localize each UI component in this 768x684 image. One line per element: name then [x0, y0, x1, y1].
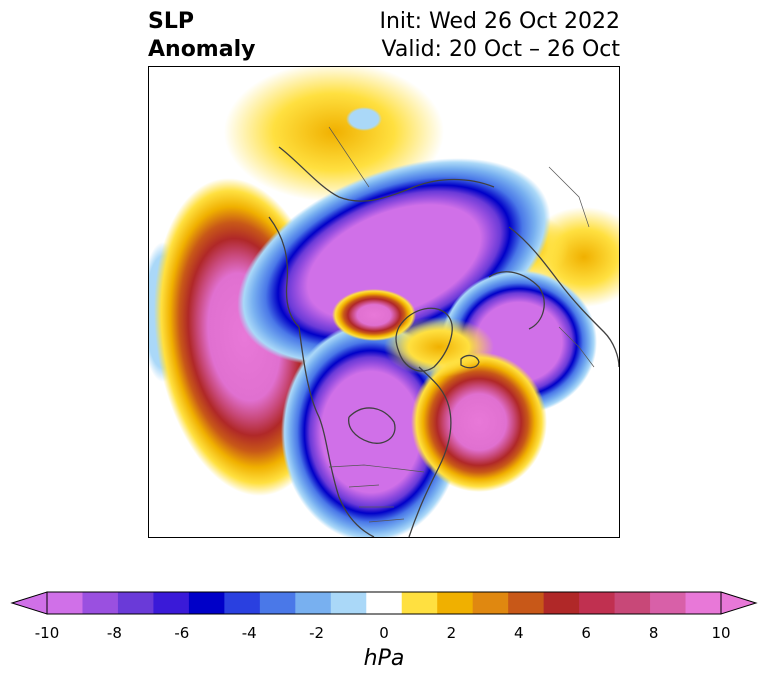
colorbar-tick-label: -8 — [106, 624, 122, 642]
colorbar-segment — [117, 592, 154, 614]
colorbar-tick-label: 8 — [648, 624, 659, 642]
slp-anomaly-map — [148, 66, 620, 538]
colorbar-segment — [579, 592, 616, 614]
colorbar-outline — [46, 591, 722, 615]
colorbar-tick-label: 10 — [711, 624, 731, 642]
low-north-america — [281, 322, 461, 537]
map-title-left: SLP Anomaly — [148, 8, 255, 64]
border-us-states — [348, 484, 405, 523]
border-us-canada — [328, 464, 425, 473]
coast-europe — [508, 226, 619, 368]
colorbar-extend-low — [10, 591, 48, 615]
colorbar-segment — [330, 592, 367, 614]
coast-iceland — [460, 354, 480, 369]
colorbar-segment — [366, 592, 403, 614]
colorbar-tick-label: -4 — [241, 624, 257, 642]
coast-scandinavia — [488, 271, 545, 330]
map-title-right: Init: Wed 26 Oct 2022 Valid: 20 Oct – 26… — [379, 8, 620, 64]
colorbar-tick-label: -2 — [309, 624, 325, 642]
title-init: Init: Wed 26 Oct 2022 — [379, 9, 620, 34]
title-valid: Valid: 20 Oct – 26 Oct — [381, 37, 620, 62]
colorbar-segments — [47, 592, 722, 614]
colorbar-tick-label: 6 — [581, 624, 591, 642]
colorbar-segment — [650, 592, 687, 614]
colorbar-segment — [508, 592, 545, 614]
high-north-atlantic — [411, 352, 547, 492]
title-anomaly: Anomaly — [148, 37, 256, 62]
colorbar-extend-high — [720, 591, 758, 615]
coast-north-america-east — [408, 366, 452, 537]
border-europe-2 — [558, 326, 595, 368]
colorbar-segment — [295, 592, 332, 614]
colorbar-segment — [472, 592, 509, 614]
coast-alaska — [268, 216, 300, 328]
border-russia-east — [328, 126, 370, 188]
colorbar-segment — [401, 592, 438, 614]
colorbar-segment — [224, 592, 261, 614]
coast-greenland — [395, 307, 453, 372]
coast-hudson-bay — [348, 407, 396, 444]
colorbar-segment — [437, 592, 474, 614]
colorbar-segment — [685, 592, 722, 614]
colorbar-tick-labels: -10 -8 -6 -4 -2 0 2 4 6 8 10 — [0, 624, 768, 644]
title-slp: SLP — [148, 9, 194, 34]
colorbar-segment — [543, 592, 580, 614]
colorbar-tick-label: -10 — [34, 624, 60, 642]
political-borders — [328, 126, 595, 523]
colorbar-segment — [259, 592, 296, 614]
colorbar-segment — [614, 592, 651, 614]
colorbar-segment — [47, 592, 83, 614]
coastlines — [268, 146, 619, 537]
coast-north-america-west — [298, 326, 375, 537]
colorbar-units: hPa — [363, 646, 405, 671]
high-greenland-sea — [332, 289, 416, 341]
colorbar-segment — [82, 592, 119, 614]
colorbar-tick-label: 4 — [514, 624, 524, 642]
colorbar-tick-label: 2 — [446, 624, 457, 642]
map-canvas — [149, 67, 619, 537]
weak-high-arctic-band — [384, 317, 494, 377]
weak-low-arctic-ocean — [346, 107, 382, 131]
colorbar-tick-label: 0 — [379, 624, 389, 642]
colorbar-segment — [188, 592, 225, 614]
border-europe-1 — [548, 166, 590, 228]
colorbar-segment — [153, 592, 190, 614]
colorbar-tick-label: -6 — [174, 624, 190, 642]
colorbar — [10, 591, 758, 615]
coast-siberia — [278, 146, 495, 202]
